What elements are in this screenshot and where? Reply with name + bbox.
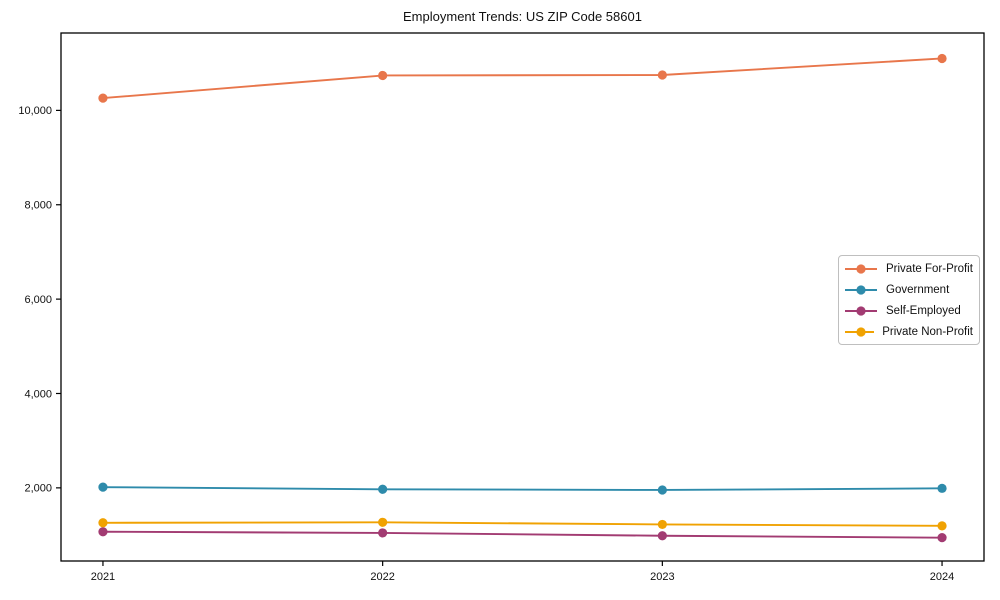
data-point xyxy=(657,519,667,530)
axes-frame xyxy=(60,32,985,562)
legend-label: Private Non-Profit xyxy=(882,325,973,338)
data-point xyxy=(98,527,108,537)
legend-dot xyxy=(856,284,866,295)
legend-marker-icon xyxy=(845,305,877,316)
data-point xyxy=(98,93,108,103)
legend: Private For-Profit Government Self-Employe… xyxy=(838,255,980,345)
legend-item-private-non-profit: Private Non-Profit xyxy=(844,321,973,342)
data-point xyxy=(98,482,108,492)
legend-marker-icon xyxy=(845,263,877,274)
legend-label: Private For-Profit xyxy=(886,262,973,275)
data-point xyxy=(657,70,667,80)
data-point xyxy=(937,483,947,493)
data-point xyxy=(378,528,388,538)
legend-item-private-for-profit: Private For-Profit xyxy=(844,258,973,279)
legend-item-government: Government xyxy=(844,279,973,300)
x-tick-label: 2023 xyxy=(650,571,674,583)
legend-marker-icon xyxy=(845,284,877,295)
y-tick-label: 2,000 xyxy=(24,483,52,495)
x-tick-label: 2021 xyxy=(91,571,115,583)
y-tick-label: 10,000 xyxy=(18,105,52,117)
series-line xyxy=(102,521,943,527)
y-axis: 2,000 4,000 6,000 8,000 10,000 xyxy=(18,105,61,495)
data-point xyxy=(657,531,667,541)
data-point xyxy=(378,517,388,527)
x-tick-label: 2024 xyxy=(930,571,954,583)
legend-dot xyxy=(856,305,866,316)
data-point xyxy=(98,518,108,528)
series-self-employed xyxy=(98,527,947,543)
chart-title: Employment Trends: US ZIP Code 58601 xyxy=(403,9,642,24)
y-tick-label: 4,000 xyxy=(24,388,52,400)
data-point xyxy=(378,484,388,494)
y-tick-label: 8,000 xyxy=(24,200,52,212)
legend-label: Self-Employed xyxy=(886,304,961,317)
y-tick-label: 6,000 xyxy=(24,294,52,306)
data-point xyxy=(937,53,947,64)
series-line xyxy=(102,530,943,539)
series-line xyxy=(102,486,943,491)
data-point xyxy=(657,485,667,495)
data-point xyxy=(937,521,947,531)
x-axis: 2021 2022 2023 2024 xyxy=(91,561,954,583)
series-private-non-profit xyxy=(98,517,947,531)
series-line xyxy=(102,57,943,100)
legend-marker-icon xyxy=(845,326,875,337)
legend-dot xyxy=(856,326,866,337)
series-private-for-profit xyxy=(98,53,947,103)
legend-item-self-employed: Self-Employed xyxy=(844,300,973,321)
data-point xyxy=(937,533,947,543)
series-government xyxy=(98,482,947,495)
x-tick-label: 2022 xyxy=(370,571,394,583)
legend-dot xyxy=(856,263,866,274)
legend-label: Government xyxy=(886,283,950,296)
data-point xyxy=(378,70,388,81)
